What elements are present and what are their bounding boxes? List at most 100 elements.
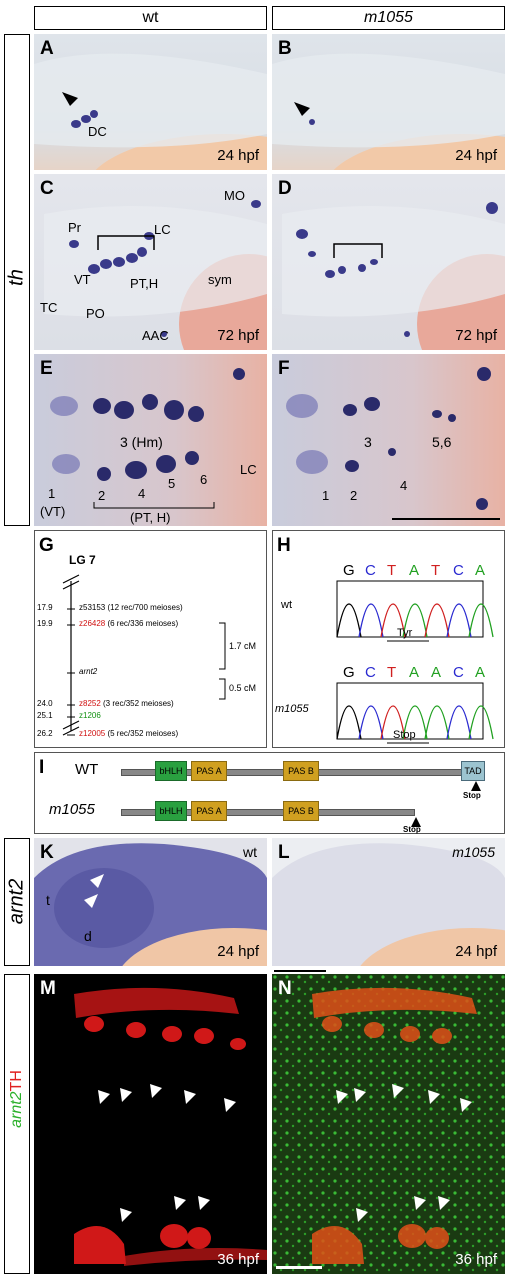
codon-wt: Tyr [397,627,413,639]
label-vt-e: (VT) [40,504,66,519]
panel-i-label: I [39,757,45,778]
panel-i: I WT m1055 bHLH PAS A PAS B TAD Stop bHL… [34,752,505,834]
arrowheads-mn [98,1084,472,1222]
marker-arnt2: arnt2 [79,667,98,676]
panel-d: D 72 hpf [272,174,505,350]
scale-bar [274,970,326,972]
wt-chromatogram-base: A [409,562,419,579]
stage-b: 24 hpf [455,147,497,164]
mut-chromatogram-base: G [343,664,355,681]
scale-bar [392,518,500,520]
label-tc: TC [40,300,58,315]
arrowhead-icon [90,874,104,888]
mut-chromatogram-peak [446,705,472,740]
mut-bhlh-domain: bHLH [155,801,187,821]
distance-1: 1.7 cM [229,641,257,651]
mut-chromatogram-base: C [453,664,464,681]
marker-position: 25.1 [37,711,53,720]
stage-a: 24 hpf [217,147,259,164]
label-56-f: 5,6 [432,434,452,450]
panel-c: C Pr LC MO VT PT,H TC PO sym AAC 72 hpf [34,174,267,350]
wt-chromatogram-peak [402,603,428,638]
stop-label-wt: Stop [463,791,481,800]
wt-chromatogram-base: C [453,562,464,579]
wt-chromatogram-peak [358,603,384,638]
panel-l: L m1055 24 hpf [272,838,505,966]
panel-a-label: A [40,38,54,59]
embryo-d [282,202,505,350]
stop-label-mut: Stop [403,825,421,834]
panel-c-label: C [40,178,54,199]
panel-f: F 3 5,6 1 2 4 [272,354,505,526]
mut-pas-a-domain: PAS A [191,801,227,821]
wt-chromatogram-peak [424,603,450,638]
fluorescence-n [272,974,505,1274]
panel-n-label: N [278,978,292,999]
genotype-l: m1055 [452,844,495,860]
distance-2: 0.5 cM [229,683,257,693]
label-5: 5 [168,476,176,491]
arnt2-th-side-box [4,974,30,1274]
embryo-a [34,53,267,170]
stage-k: 24 hpf [217,943,259,960]
panel-k: K wt t d 24 hpf [34,838,267,966]
marker-z26428: z26428 (6 rec/336 meioses) [79,619,179,628]
wt-chromatogram-base: A [475,562,485,579]
stage-l: 24 hpf [455,943,497,960]
stop-arrow-icon [411,817,421,827]
wt-chromatogram-peak [468,603,494,638]
embryo-b [272,53,505,170]
label-mo: MO [224,188,245,203]
label-vt: VT [74,272,91,287]
label-d: d [84,928,92,944]
mut-chromatogram-peak [424,705,450,740]
panel-f-label: F [278,358,290,379]
marker-z8252: z8252 (3 rec/352 meioses) [79,699,174,708]
label-aac: AAC [142,328,169,343]
marker-z53153: z53153 (12 rec/700 meioses) [79,603,183,612]
panel-h-label: H [277,535,291,556]
mut-chromatogram-frame [336,682,484,740]
mut-chromatogram-base: C [365,664,376,681]
panel-g: G LG 7 17.9 z53153 (12 rec/700 meioses) 19… [34,530,267,748]
genotype-k: wt [243,844,257,860]
marker-z1206: z1206 [79,711,101,720]
header-mutant: m1055 [272,6,505,30]
mut-chromatogram-base: A [475,664,485,681]
mut-chromatogram-peak [380,705,406,740]
marker-position: 26.2 [37,729,53,738]
panel-k-label: K [40,842,54,863]
th-side-box [4,34,30,526]
fluorescence-m [74,987,267,1266]
chromatograms: G C T A T C AG C T A A C A [336,562,494,744]
wt-chromatogram-frame [336,580,484,638]
arnt2-side-box [4,838,30,966]
mut-protein-bar [121,809,415,816]
panel-e: E 3 (Hm) 1 (VT) 2 4 5 6 (PT, H) LC [34,354,267,526]
bracket-d [333,243,383,258]
panel-b: B 24 hpf [272,34,505,170]
panel-e-label: E [40,358,53,379]
label-pr: Pr [68,220,81,235]
wt-tad-domain: TAD [461,761,485,781]
wt-chromatogram-base: T [431,562,440,579]
stage-n: 36 hpf [455,1251,497,1268]
label-1-f: 1 [322,488,330,503]
panel-b-label: B [278,38,292,59]
panel-a: A DC 24 hpf [34,34,267,170]
seq-mut-label: m1055 [275,703,309,715]
embryo-l [272,843,505,966]
marker-position: 24.0 [37,699,53,708]
wt-chromatogram-base: G [343,562,355,579]
arrowhead-icon [84,894,98,908]
mut-chromatogram-peak [336,705,362,740]
mut-chromatogram-peak [468,705,494,740]
arnt2-side-label: arnt2 [5,878,28,925]
embryo-c [44,200,267,350]
domain-mut-label: m1055 [49,801,95,818]
wt-chromatogram-peak [446,603,472,638]
wt-chromatogram-peak [380,603,406,638]
wt-chromatogram-base: T [387,562,396,579]
th-side-label: th [5,269,28,286]
